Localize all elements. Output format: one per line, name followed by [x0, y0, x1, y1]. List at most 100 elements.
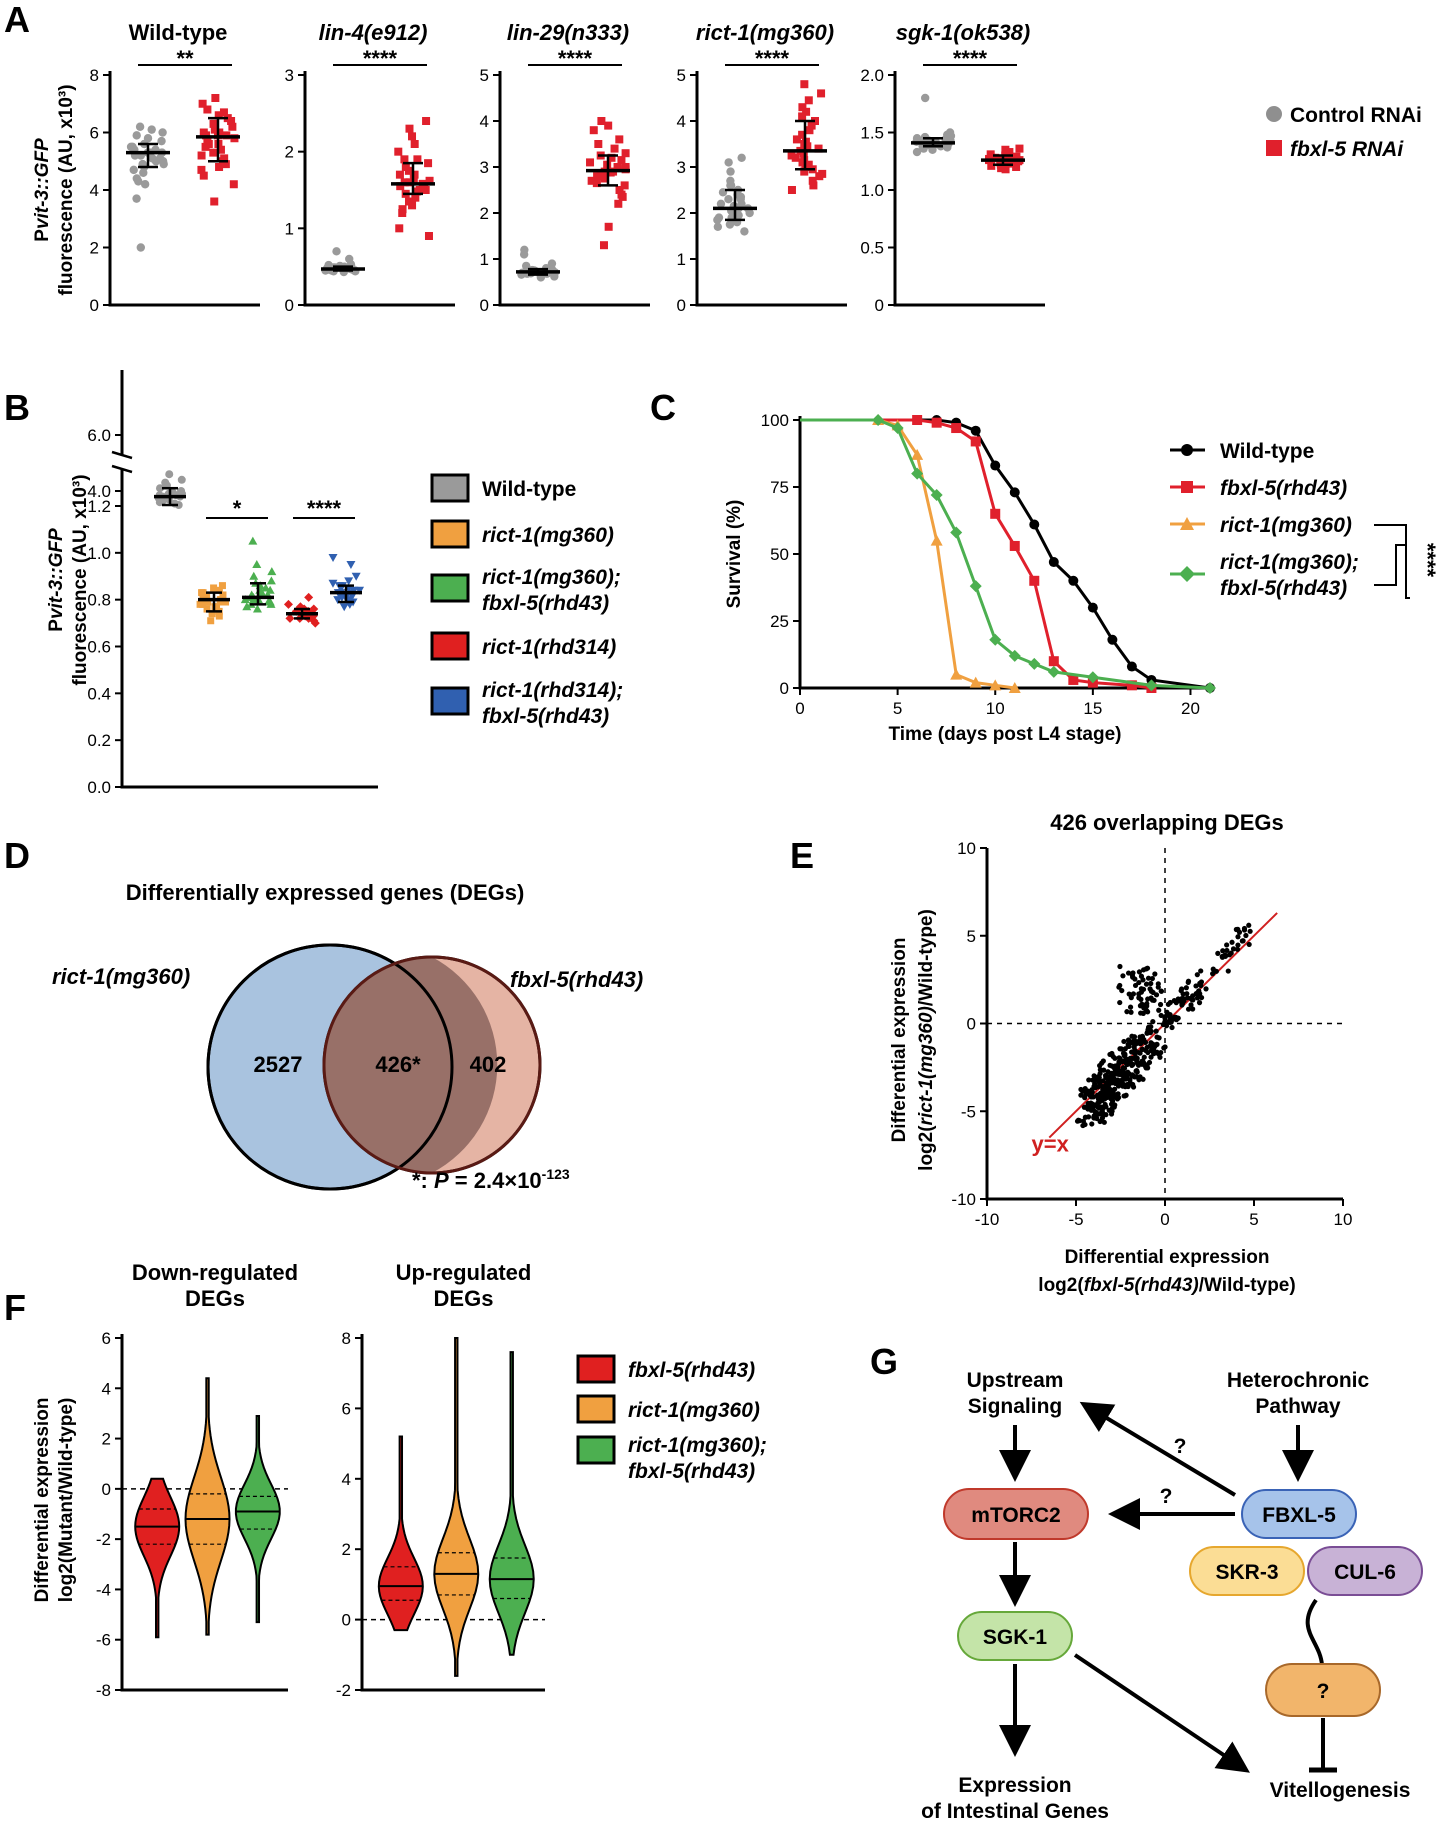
data-point [216, 145, 225, 154]
panel-letter-e: E [790, 835, 814, 876]
data-point [424, 159, 433, 168]
violin [134, 1477, 181, 1639]
node-mtorc2 [943, 1488, 1089, 1540]
data-point [814, 144, 823, 153]
data-point [222, 598, 230, 606]
data-point [1220, 948, 1226, 954]
panel-f-title-line2: DEGs [185, 1286, 245, 1311]
data-point [969, 580, 982, 593]
data-point [1119, 987, 1125, 994]
tick-label: 6 [102, 1329, 111, 1348]
data-point [1001, 145, 1010, 154]
data-point [620, 181, 629, 190]
tick-label: 10 [1334, 1210, 1353, 1229]
data-point [737, 153, 746, 162]
data-point [809, 181, 818, 190]
data-point [872, 414, 885, 426]
data-point [1185, 1006, 1192, 1012]
data-point [1140, 967, 1147, 973]
data-point [1082, 1121, 1088, 1128]
data-point [1181, 998, 1187, 1004]
data-point [1128, 1009, 1134, 1015]
tick-label: 4 [342, 1470, 351, 1489]
data-point [1078, 1086, 1084, 1093]
significance-stars: * [233, 496, 242, 521]
legend-b-double-rhd314-line1: rict-1(rhd314); [482, 679, 623, 702]
data-point [157, 136, 166, 146]
tick-label: 0 [795, 699, 804, 718]
tick-label: 0.8 [87, 591, 111, 610]
data-point [1145, 679, 1158, 692]
node-unknown-label: ? [1317, 1680, 1330, 1703]
tick-label: -2 [336, 1681, 351, 1700]
data-point [1111, 1076, 1118, 1082]
data-point [424, 232, 433, 240]
tick-label: 0 [677, 296, 686, 315]
tick-label: 2 [90, 239, 99, 258]
data-point [798, 103, 807, 112]
data-point [1197, 980, 1203, 986]
data-point [1196, 1000, 1203, 1006]
legend-b-double-rhd314-line2: fbxl-5(rhd43) [482, 705, 609, 728]
legend-b-wildtype: Wild-type [482, 478, 576, 501]
data-point [135, 122, 145, 131]
x-axis-label: Time (days post L4 stage) [889, 724, 1122, 745]
node-cul6 [1307, 1546, 1423, 1596]
data-point [1184, 991, 1190, 997]
data-point [1184, 995, 1191, 1001]
data-point [1219, 954, 1226, 960]
node-upstream-line1: Upstream [967, 1369, 1064, 1392]
data-point [1125, 1041, 1131, 1047]
panel-a-y-label-line1: Pvit-3::GFP [32, 138, 53, 242]
data-point [1230, 946, 1237, 952]
legend-b-double-mg360-swatch [430, 573, 470, 603]
data-point [1121, 1038, 1127, 1045]
data-point [986, 150, 995, 159]
data-point [1089, 1121, 1095, 1127]
data-point [210, 197, 219, 206]
venn-left-count: 2527 [254, 1052, 303, 1077]
significance-stars: **** [755, 46, 790, 71]
data-point [355, 586, 365, 595]
legend-c-fbxl5-marker [1181, 481, 1193, 493]
data-point [304, 592, 314, 602]
data-point [1136, 1060, 1142, 1067]
data-point [1140, 977, 1146, 983]
data-point [716, 199, 726, 208]
data-point [1122, 1093, 1128, 1099]
data-point [1048, 656, 1059, 667]
data-point [618, 192, 627, 201]
panel-d-title: Differentially expressed genes (DEGs) [126, 880, 525, 905]
data-point [396, 182, 405, 191]
data-point [1236, 929, 1243, 935]
data-point [804, 96, 813, 105]
tick-label: 5 [1249, 1210, 1258, 1229]
data-point [807, 121, 816, 130]
data-point [1009, 540, 1020, 551]
data-point [285, 613, 295, 623]
node-skr3 [1189, 1546, 1305, 1596]
fit-label: y=x [1032, 1132, 1070, 1157]
data-point [1100, 1058, 1106, 1064]
data-point [1130, 974, 1136, 980]
data-point [1086, 1102, 1093, 1108]
legend-f-double-line1: rict-1(mg360); [628, 1434, 767, 1457]
panel-a-title: rict-1(mg360) [696, 20, 834, 45]
data-point [1001, 165, 1010, 174]
data-point [1189, 996, 1195, 1003]
legend-c-double-line1: rict-1(mg360); [1220, 551, 1359, 574]
data-point [931, 417, 942, 428]
tick-label: 2.0 [860, 66, 884, 85]
data-point [197, 151, 206, 160]
data-point [1103, 1104, 1109, 1110]
data-point [283, 599, 293, 609]
legend-control-marker [1266, 106, 1282, 122]
tick-label: 10 [957, 839, 976, 858]
data-point [1160, 1021, 1166, 1028]
tick-label: 4 [480, 112, 489, 131]
violin [184, 1377, 231, 1636]
data-point [1173, 1000, 1179, 1006]
data-point [155, 154, 165, 163]
tick-label: 0 [967, 1015, 976, 1034]
panel-e-x-label-line2: log2(fbxl-5(rhd43)/Wild-type) [1038, 1275, 1295, 1296]
